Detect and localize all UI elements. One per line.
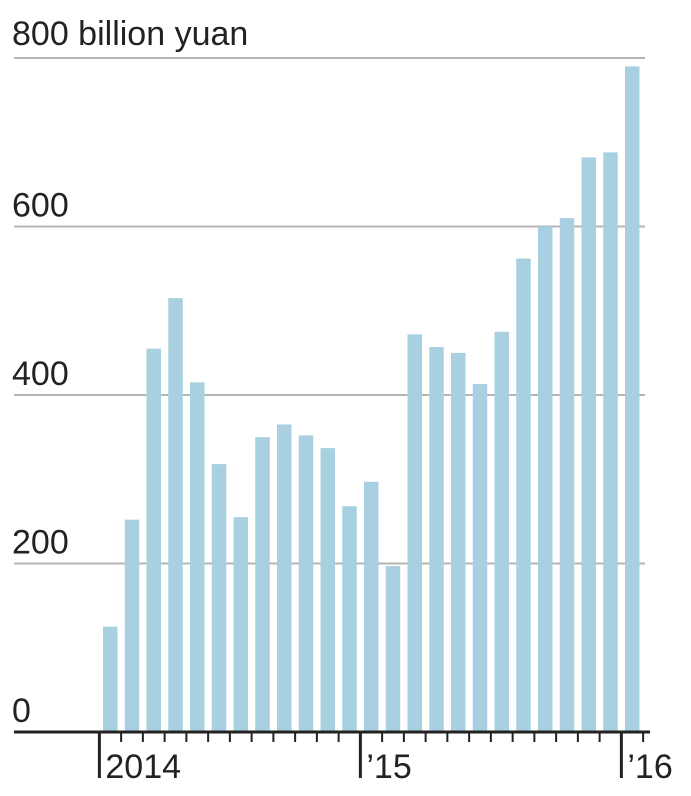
- bar-2014-09: [277, 424, 292, 732]
- x-tick-label-2014-01: 2014: [105, 748, 181, 786]
- x-tick-label-2016-01: ’16: [627, 748, 672, 786]
- x-axis: [14, 730, 650, 778]
- bar-2014-10: [298, 435, 314, 732]
- bar-2015-11: [581, 157, 596, 733]
- bar-2015-12: [603, 152, 618, 733]
- bar-2014-06: [211, 464, 227, 732]
- x-tick-label-2015-01: ’15: [366, 748, 411, 786]
- bar-2015-08: [516, 258, 531, 732]
- bar-2014-05: [190, 382, 205, 732]
- bar-2015-02: [385, 566, 401, 732]
- bar-2014-02: [124, 519, 140, 732]
- tick-labels: 0 200 400 600 2014 ’15 ’16: [12, 187, 673, 787]
- y-tick-label-600: 600: [12, 187, 69, 225]
- bar-2016-01: [625, 66, 640, 733]
- bar-2015-03: [407, 334, 422, 732]
- bar-2015-05: [451, 352, 466, 732]
- bar-2014-03: [146, 348, 161, 732]
- bar-2015-10: [559, 218, 575, 732]
- bar-2014-01: [103, 626, 118, 732]
- y-tick-label-200: 200: [12, 524, 69, 562]
- bars: [103, 66, 640, 733]
- bar-2015-04: [429, 346, 444, 732]
- bar-2015-09: [538, 226, 553, 732]
- y-tick-label-400: 400: [12, 355, 69, 393]
- bar-2014-04: [168, 298, 183, 732]
- bar-2015-01: [364, 481, 379, 732]
- y-tick-label-0: 0: [12, 692, 31, 730]
- bar-2015-07: [494, 331, 509, 732]
- bar-2014-12: [342, 506, 357, 732]
- bar-2015-06: [472, 384, 488, 732]
- bar-2014-08: [255, 437, 270, 732]
- bar-2014-11: [320, 448, 335, 732]
- bar-2014-07: [233, 517, 248, 732]
- y-unit-label: 800 billion yuan: [12, 15, 248, 53]
